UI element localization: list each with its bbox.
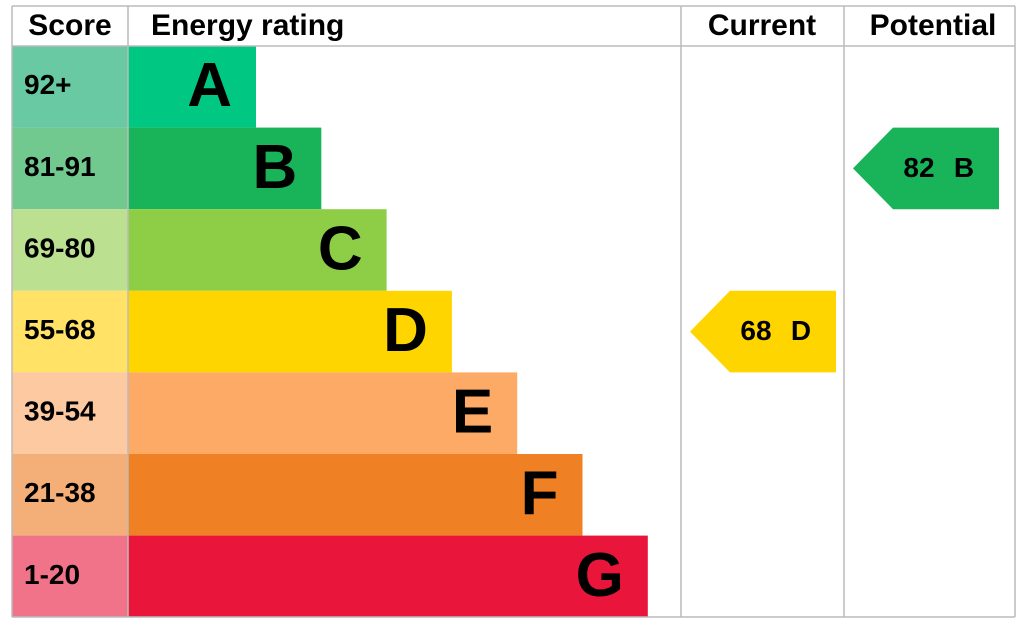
header-potential: Potential: [870, 9, 997, 42]
rating-letter: B: [253, 133, 298, 202]
score-label: 21-38: [24, 477, 96, 508]
rating-bar: [128, 46, 256, 128]
rating-letter: A: [187, 51, 232, 120]
rating-letter: G: [576, 541, 624, 610]
score-cell: [12, 535, 128, 618]
potential-arrow: [853, 127, 999, 210]
rating-letter: D: [383, 296, 428, 365]
rating-bar: [128, 290, 452, 373]
score-label: 55-68: [24, 314, 96, 345]
rating-letter: C: [318, 214, 363, 283]
rating-bar: [128, 454, 583, 536]
score-cell: [12, 290, 128, 373]
rating-bar: [128, 127, 322, 210]
current-value: 68: [740, 315, 771, 346]
score-cell: [12, 454, 128, 536]
score-cell: [12, 127, 128, 210]
score-label: 39-54: [24, 396, 96, 427]
header-rating: Energy rating: [151, 9, 344, 42]
rating-letter: F: [521, 459, 559, 528]
rating-bar: [128, 209, 387, 291]
score-label: 81-91: [24, 151, 96, 182]
rating-bar: [128, 535, 648, 618]
current-letter: D: [791, 315, 811, 346]
score-label: 92+: [24, 69, 72, 100]
rating-bar: [128, 372, 518, 454]
score-cell: [12, 372, 128, 454]
header-current: Current: [708, 9, 816, 42]
potential-letter: B: [954, 152, 974, 183]
header-score: Score: [28, 9, 111, 42]
current-arrow: [690, 290, 836, 373]
score-cell: [12, 209, 128, 291]
score-label: 1-20: [24, 559, 80, 590]
score-label: 69-80: [24, 232, 96, 263]
rating-letter: E: [452, 378, 493, 447]
potential-value: 82: [903, 152, 934, 183]
score-cell: [12, 46, 128, 128]
